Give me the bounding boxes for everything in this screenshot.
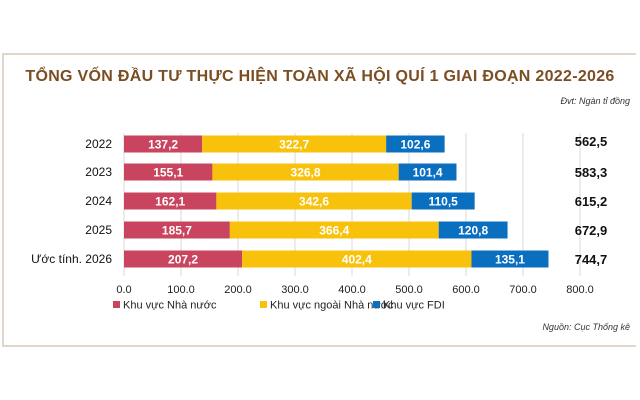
total-label: 744,7 bbox=[575, 252, 608, 267]
bar-segment bbox=[124, 250, 243, 268]
bar-segment bbox=[216, 192, 412, 210]
legend-swatch bbox=[373, 301, 380, 308]
data-label: 155,1 bbox=[153, 166, 183, 180]
data-label: 366,4 bbox=[319, 224, 349, 238]
total-label: 615,2 bbox=[575, 194, 608, 209]
data-label: 120,8 bbox=[458, 224, 488, 238]
x-tick-label: 300.0 bbox=[281, 284, 309, 296]
total-label: 672,9 bbox=[575, 223, 608, 238]
data-label: 322,7 bbox=[279, 138, 309, 152]
data-label: 162,1 bbox=[155, 195, 185, 209]
category-label: 2025 bbox=[85, 223, 112, 237]
bar-segment bbox=[202, 135, 387, 153]
bar-segment bbox=[471, 250, 549, 268]
x-tick-label: 700.0 bbox=[509, 284, 537, 296]
data-label: 101,4 bbox=[413, 166, 443, 180]
legend-swatch bbox=[260, 301, 267, 308]
legend-label: Khu vực Nhà nước bbox=[123, 300, 217, 312]
bar-segment bbox=[124, 135, 203, 153]
category-label: 2023 bbox=[85, 165, 112, 179]
total-label: 562,5 bbox=[575, 134, 608, 149]
bar-segment bbox=[124, 163, 213, 181]
legend-label: Khu vực FDI bbox=[383, 300, 445, 312]
data-label: 135,1 bbox=[495, 253, 525, 267]
data-label: 185,7 bbox=[162, 224, 192, 238]
x-tick-label: 100.0 bbox=[167, 284, 195, 296]
data-label: 110,5 bbox=[428, 195, 458, 209]
x-tick-label: 800.0 bbox=[566, 284, 594, 296]
bar-segment bbox=[124, 192, 217, 210]
x-tick-label: 500.0 bbox=[395, 284, 423, 296]
chart-title: TỔNG VỐN ĐẦU TƯ THỰC HIỆN TOÀN XÃ HỘI QU… bbox=[25, 68, 615, 85]
x-tick-label: 400.0 bbox=[338, 284, 366, 296]
x-tick-label: 0.0 bbox=[116, 284, 131, 296]
data-label: 207,2 bbox=[168, 253, 198, 267]
data-label: 342,6 bbox=[299, 195, 329, 209]
bar-segment bbox=[386, 135, 445, 153]
data-label: 102,6 bbox=[400, 138, 430, 152]
bar-segment bbox=[124, 221, 230, 239]
legend-label: Khu vực ngoài Nhà nước bbox=[270, 300, 394, 312]
bar-segment bbox=[229, 221, 439, 239]
x-tick-label: 200.0 bbox=[224, 284, 252, 296]
data-label: 326,8 bbox=[291, 166, 321, 180]
bar-segment bbox=[438, 221, 508, 239]
bar-segment bbox=[398, 163, 457, 181]
x-tick-label: 600.0 bbox=[452, 284, 480, 296]
category-label: 2022 bbox=[85, 137, 112, 151]
total-label: 583,3 bbox=[575, 165, 608, 180]
source-note: Nguồn: Cục Thống kê bbox=[542, 322, 630, 332]
bar-segment bbox=[242, 250, 472, 268]
legend-swatch bbox=[113, 301, 120, 308]
category-label: 2024 bbox=[85, 194, 112, 208]
data-label: 402,4 bbox=[342, 253, 372, 267]
data-label: 137,2 bbox=[148, 138, 178, 152]
bar-segment bbox=[411, 192, 475, 210]
unit-note: Đvt: Ngàn tỉ đồng bbox=[560, 96, 630, 106]
category-label: Ước tính. 2026 bbox=[31, 252, 112, 266]
bar-segment bbox=[212, 163, 399, 181]
